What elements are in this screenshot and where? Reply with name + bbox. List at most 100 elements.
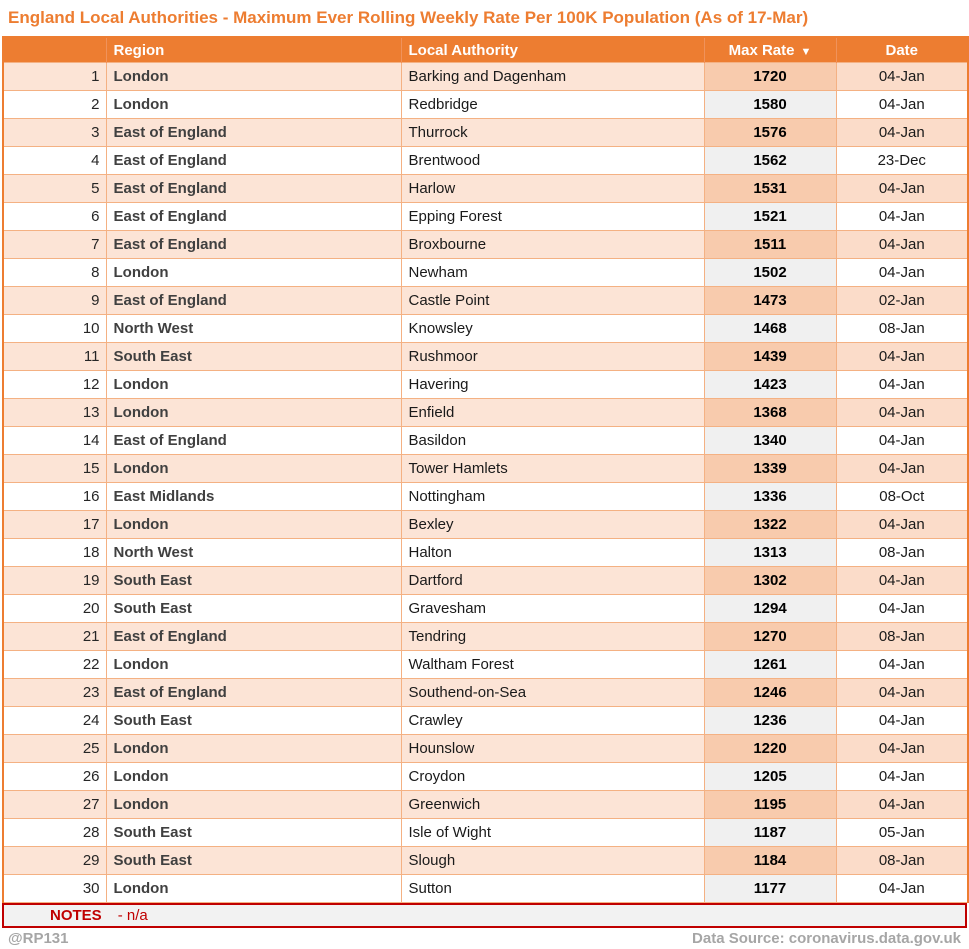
date-cell: 04-Jan [835, 874, 969, 903]
column-header-max-rate[interactable]: Max Rate ▼ [703, 37, 836, 63]
table-row: 2 London Redbridge 1580 04-Jan [2, 90, 969, 119]
notes-row: NOTES - n/a [2, 903, 967, 928]
region-cell: London [105, 650, 402, 679]
column-header-date: Date [835, 37, 968, 63]
local-authority-cell: Crawley [400, 706, 705, 735]
table-row: 16 East Midlands Nottingham 1336 08-Oct [2, 482, 969, 511]
row-rank: 18 [2, 538, 107, 567]
date-cell: 04-Jan [835, 426, 969, 455]
date-cell: 04-Jan [835, 790, 969, 819]
region-cell: North West [105, 538, 402, 567]
row-rank: 25 [2, 734, 107, 763]
date-cell: 08-Jan [835, 314, 969, 343]
author-handle: @RP131 [8, 930, 69, 947]
local-authority-cell: Redbridge [400, 90, 705, 119]
local-authority-cell: Southend-on-Sea [400, 678, 705, 707]
date-cell: 04-Jan [835, 706, 969, 735]
date-cell: 08-Jan [835, 622, 969, 651]
max-rate-cell: 1313 [703, 538, 837, 567]
date-cell: 04-Jan [835, 566, 969, 595]
region-cell: East of England [105, 426, 402, 455]
date-cell: 04-Jan [835, 258, 969, 287]
local-authority-cell: Gravesham [400, 594, 705, 623]
max-rate-cell: 1339 [703, 454, 837, 483]
date-cell: 04-Jan [835, 370, 969, 399]
row-rank: 3 [2, 118, 107, 147]
row-rank: 11 [2, 342, 107, 371]
data-source: Data Source: coronavirus.data.gov.uk [692, 930, 961, 947]
max-rate-cell: 1720 [703, 62, 837, 91]
local-authority-cell: Sutton [400, 874, 705, 903]
table-row: 24 South East Crawley 1236 04-Jan [2, 706, 969, 735]
column-header-region: Region [105, 37, 401, 63]
max-rate-cell: 1246 [703, 678, 837, 707]
table-row: 9 East of England Castle Point 1473 02-Jan [2, 286, 969, 315]
table-row: 7 East of England Broxbourne 1511 04-Jan [2, 230, 969, 259]
date-cell: 05-Jan [835, 818, 969, 847]
region-cell: London [105, 510, 402, 539]
region-cell: London [105, 398, 402, 427]
region-cell: East of England [105, 230, 402, 259]
date-cell: 08-Jan [835, 538, 969, 567]
max-rate-cell: 1531 [703, 174, 837, 203]
row-rank: 19 [2, 566, 107, 595]
region-cell: South East [105, 566, 402, 595]
table-row: 1 London Barking and Dagenham 1720 04-Jan [2, 62, 969, 91]
max-rate-cell: 1439 [703, 342, 837, 371]
max-rate-cell: 1195 [703, 790, 837, 819]
region-cell: South East [105, 818, 402, 847]
table-row: 4 East of England Brentwood 1562 23-Dec [2, 146, 969, 175]
max-rate-cell: 1261 [703, 650, 837, 679]
date-cell: 08-Oct [835, 482, 969, 511]
row-rank: 6 [2, 202, 107, 231]
table-row: 29 South East Slough 1184 08-Jan [2, 846, 969, 875]
row-rank: 24 [2, 706, 107, 735]
row-rank: 10 [2, 314, 107, 343]
max-rate-cell: 1336 [703, 482, 837, 511]
table-row: 13 London Enfield 1368 04-Jan [2, 398, 969, 427]
row-rank: 13 [2, 398, 107, 427]
row-rank: 15 [2, 454, 107, 483]
local-authority-cell: Dartford [400, 566, 705, 595]
date-cell: 23-Dec [835, 146, 969, 175]
table-row: 21 East of England Tendring 1270 08-Jan [2, 622, 969, 651]
max-rate-cell: 1368 [703, 398, 837, 427]
region-cell: London [105, 790, 402, 819]
table-row: 30 London Sutton 1177 04-Jan [2, 874, 969, 903]
table-row: 18 North West Halton 1313 08-Jan [2, 538, 969, 567]
local-authority-cell: Harlow [400, 174, 705, 203]
region-cell: London [105, 258, 402, 287]
local-authority-cell: Broxbourne [400, 230, 705, 259]
local-authority-cell: Waltham Forest [400, 650, 705, 679]
row-rank: 4 [2, 146, 107, 175]
local-authority-cell: Havering [400, 370, 705, 399]
max-rate-cell: 1294 [703, 594, 837, 623]
table-row: 27 London Greenwich 1195 04-Jan [2, 790, 969, 819]
table-row: 22 London Waltham Forest 1261 04-Jan [2, 650, 969, 679]
max-rate-cell: 1184 [703, 846, 837, 875]
date-cell: 04-Jan [835, 594, 969, 623]
local-authority-cell: Basildon [400, 426, 705, 455]
date-cell: 04-Jan [835, 650, 969, 679]
region-cell: East of England [105, 174, 402, 203]
max-rate-cell: 1236 [703, 706, 837, 735]
row-rank: 7 [2, 230, 107, 259]
local-authority-cell: Brentwood [400, 146, 705, 175]
row-rank: 8 [2, 258, 107, 287]
row-rank: 22 [2, 650, 107, 679]
max-rate-cell: 1187 [703, 818, 837, 847]
table-row: 10 North West Knowsley 1468 08-Jan [2, 314, 969, 343]
local-authority-cell: Greenwich [400, 790, 705, 819]
table-row: 23 East of England Southend-on-Sea 1246 04-J… [2, 678, 969, 707]
region-cell: London [105, 454, 402, 483]
max-rate-cell: 1423 [703, 370, 837, 399]
row-rank: 16 [2, 482, 107, 511]
row-rank: 28 [2, 818, 107, 847]
max-rate-cell: 1576 [703, 118, 837, 147]
region-cell: East of England [105, 622, 402, 651]
column-header-max-rate-label: Max Rate [728, 41, 795, 59]
sort-descending-icon: ▼ [800, 45, 812, 58]
table-body: 1 London Barking and Dagenham 1720 04-Jan 2 Lo… [2, 62, 969, 903]
row-rank: 30 [2, 874, 107, 903]
date-cell: 04-Jan [835, 678, 969, 707]
